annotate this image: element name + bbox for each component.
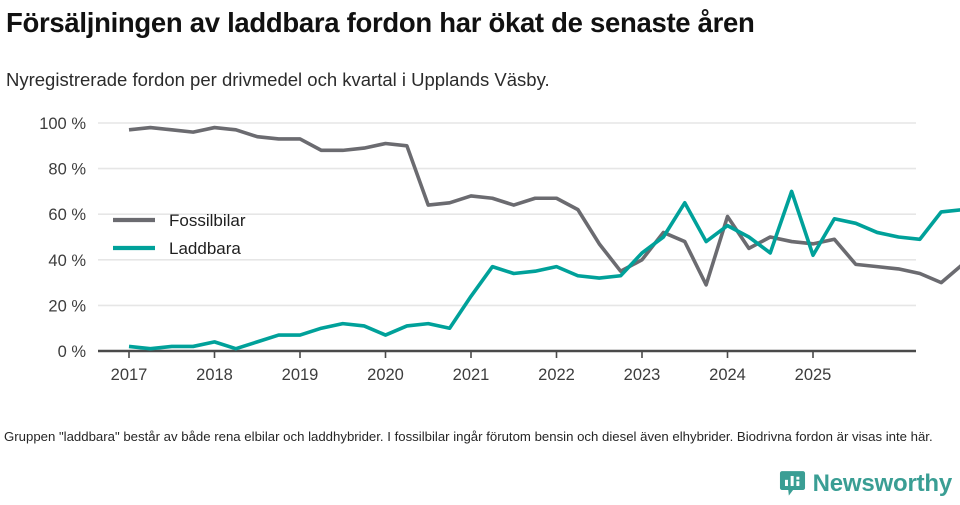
y-axis-tick-label: 0 % <box>58 343 87 361</box>
x-axis-tick-label: 2020 <box>367 366 404 384</box>
gridlines <box>98 122 916 307</box>
series-line-laddbara <box>128 189 960 351</box>
x-axis-tick-label: 2018 <box>196 366 233 384</box>
y-axis-tick-label: 60 % <box>48 206 86 224</box>
series-line-fossilbilar <box>128 125 960 287</box>
page-subtitle: Nyregistrerade fordon per drivmedel och … <box>6 69 550 90</box>
y-axis-tick-label: 80 % <box>48 161 86 179</box>
brand-name: Newsworthy <box>812 470 953 497</box>
x-axis-tick-label: 2025 <box>795 366 832 384</box>
x-axis-tick-label: 2023 <box>624 366 661 384</box>
x-axis-tick-label: 2024 <box>709 366 746 384</box>
newsworthy-logo: Newsworthy <box>779 470 952 497</box>
chart-legend: Fossilbilar Laddbara <box>113 211 246 258</box>
x-axis-labels: 2017 2018 2019 2020 2021 2022 2023 2024 2025 <box>111 366 832 384</box>
y-axis-tick-label: 40 % <box>48 252 86 270</box>
y-axis-tick-label: 20 % <box>48 297 86 315</box>
x-axis-tick-label: 2022 <box>538 366 575 384</box>
legend-label: Laddbara <box>169 239 241 258</box>
bar-chart-speech-bubble-icon <box>779 471 805 496</box>
x-axis-tick-label: 2021 <box>453 366 490 384</box>
data-series-group <box>128 125 960 351</box>
chart-container: 0 % 20 % 40 % 60 % 80 % 100 % 2017 2018 2019 202… <box>0 105 960 405</box>
y-axis-labels: 0 % 20 % 40 % 60 % 80 % 100 % <box>39 115 86 361</box>
x-axis-tick-label: 2017 <box>111 366 148 384</box>
x-axis-tick-label: 2019 <box>282 366 319 384</box>
line-chart: 0 % 20 % 40 % 60 % 80 % 100 % 2017 2018 2019 202… <box>39 115 960 384</box>
y-axis-tick-label: 100 % <box>39 115 86 133</box>
page-title: Försäljningen av laddbara fordon har öka… <box>6 7 755 38</box>
x-axis <box>98 349 916 358</box>
footnote-text: Gruppen "laddbara" består av både rena e… <box>4 429 933 444</box>
legend-label: Fossilbilar <box>169 211 246 230</box>
